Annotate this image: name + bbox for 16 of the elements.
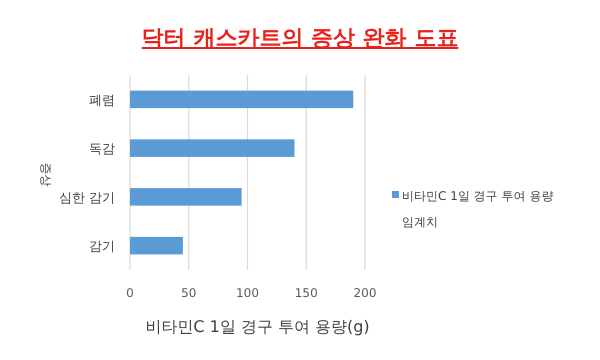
- x-tick-label: 200: [354, 286, 376, 300]
- y-tick-label: 독감: [89, 142, 115, 158]
- bar: [130, 90, 354, 108]
- y-tick-label: 폐렴: [89, 93, 115, 108]
- x-tick-label: 150: [294, 286, 318, 300]
- legend-label: 비타민C 1일 경구 투여 용량 임계치: [402, 189, 554, 229]
- bar: [130, 139, 294, 157]
- x-axis-title: 비타민C 1일 경구 투여 용량(g): [145, 317, 370, 336]
- x-tick-label: 50: [181, 286, 196, 300]
- bar: [130, 236, 183, 254]
- y-axis-title: 증상: [39, 162, 53, 186]
- bar: [130, 188, 242, 206]
- y-tick-label: 심한 감기: [58, 190, 115, 206]
- y-tick-label: 감기: [89, 240, 115, 255]
- x-tick-label: 0: [126, 286, 134, 300]
- x-tick-label: 100: [236, 286, 259, 300]
